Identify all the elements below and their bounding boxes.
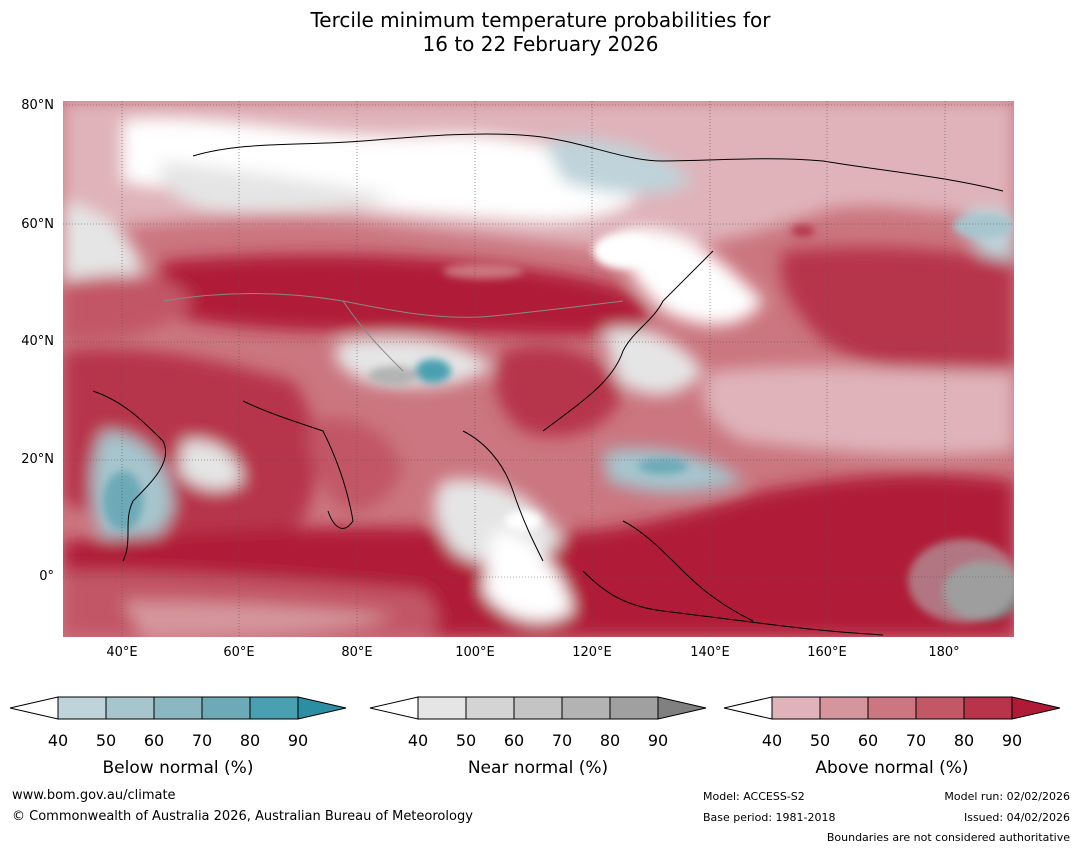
colorbar-segment (417, 696, 467, 720)
colorbar-svg (9, 696, 347, 720)
colorbar-segment (819, 696, 869, 720)
boundaries (162, 293, 624, 372)
lon-label: 100°E (455, 645, 495, 660)
near-normal-colorbar (369, 690, 707, 730)
lat-label: 0° (39, 569, 54, 584)
graticule (63, 101, 1014, 637)
colorbar-tick: 50 (455, 731, 477, 750)
probability-shading (63, 101, 1014, 637)
lat-label: 60°N (21, 217, 54, 232)
above-normal-label: Above normal (%) (815, 758, 969, 778)
probability-map (63, 101, 1014, 637)
colorbar-segment (513, 696, 563, 720)
lat-label: 40°N (21, 334, 54, 349)
colorbar-svg (369, 696, 707, 720)
colorbar-min-arrow (9, 696, 59, 720)
colorbar-svg (723, 696, 1061, 720)
colorbar-tick: 50 (95, 731, 117, 750)
colorbar-segment (867, 696, 917, 720)
near-normal-label: Near normal (%) (467, 758, 609, 778)
colorbar-segment (609, 696, 659, 720)
issued-date: Issued: 04/02/2026 (963, 811, 1070, 824)
colorbar-min-arrow (369, 696, 419, 720)
colorbar-tick: 50 (809, 731, 831, 750)
colorbar-segment (915, 696, 965, 720)
map-svg (63, 101, 1014, 637)
colorbar-tick: 80 (239, 731, 261, 750)
model-run-date: Model run: 02/02/2026 (944, 790, 1070, 803)
colorbar-tick: 40 (47, 731, 69, 750)
colorbar-segment (771, 696, 821, 720)
colorbar-segment (105, 696, 155, 720)
lat-label: 80°N (21, 98, 54, 113)
map-title: Tercile minimum temperature probabilitie… (0, 8, 1081, 56)
lon-label: 80°E (341, 645, 373, 660)
below-normal-label: Below normal (%) (102, 758, 254, 778)
colorbar-tick: 40 (407, 731, 429, 750)
colorbar-max-arrow (657, 696, 707, 720)
above-normal-colorbar (723, 690, 1061, 730)
lon-label: 160°E (807, 645, 847, 660)
colorbar-min-arrow (723, 696, 773, 720)
colorbar-segment (201, 696, 251, 720)
colorbar-tick: 60 (503, 731, 525, 750)
colorbar-max-arrow (1011, 696, 1061, 720)
colorbar-tick: 70 (191, 731, 213, 750)
colorbar-tick: 60 (143, 731, 165, 750)
base-period: Base period: 1981-2018 (703, 811, 836, 824)
lon-label: 120°E (572, 645, 612, 660)
colorbar-tick: 90 (1001, 731, 1023, 750)
copyright-text: © Commonwealth of Australia 2026, Austra… (12, 809, 473, 824)
colorbar-tick: 70 (905, 731, 927, 750)
colorbar-segment (57, 696, 107, 720)
title-line-2: 16 to 22 February 2026 (422, 32, 659, 56)
colorbar-tick: 40 (761, 731, 783, 750)
boundaries-disclaimer: Boundaries are not considered authoritat… (826, 831, 1070, 844)
colorbar-tick: 90 (287, 731, 309, 750)
colorbar-segment (249, 696, 299, 720)
lat-label: 20°N (21, 452, 54, 467)
colorbar-segment (465, 696, 515, 720)
colorbar-tick: 80 (953, 731, 975, 750)
lon-label: 40°E (106, 645, 138, 660)
title-line-1: Tercile minimum temperature probabilitie… (310, 8, 771, 32)
model-name: Model: ACCESS-S2 (703, 790, 805, 803)
colorbar-segment (561, 696, 611, 720)
colorbar-max-arrow (297, 696, 347, 720)
lon-label: 60°E (223, 645, 255, 660)
below-normal-colorbar (9, 690, 347, 730)
colorbar-segment (963, 696, 1013, 720)
lon-label: 140°E (690, 645, 730, 660)
colorbar-tick: 60 (857, 731, 879, 750)
colorbar-segment (153, 696, 203, 720)
coastlines (92, 133, 1004, 636)
website-link[interactable]: www.bom.gov.au/climate (12, 788, 176, 803)
lon-label: 180° (928, 645, 960, 660)
colorbar-tick: 80 (599, 731, 621, 750)
colorbar-tick: 70 (551, 731, 573, 750)
fine-patches (103, 214, 1014, 623)
colorbar-tick: 90 (647, 731, 669, 750)
